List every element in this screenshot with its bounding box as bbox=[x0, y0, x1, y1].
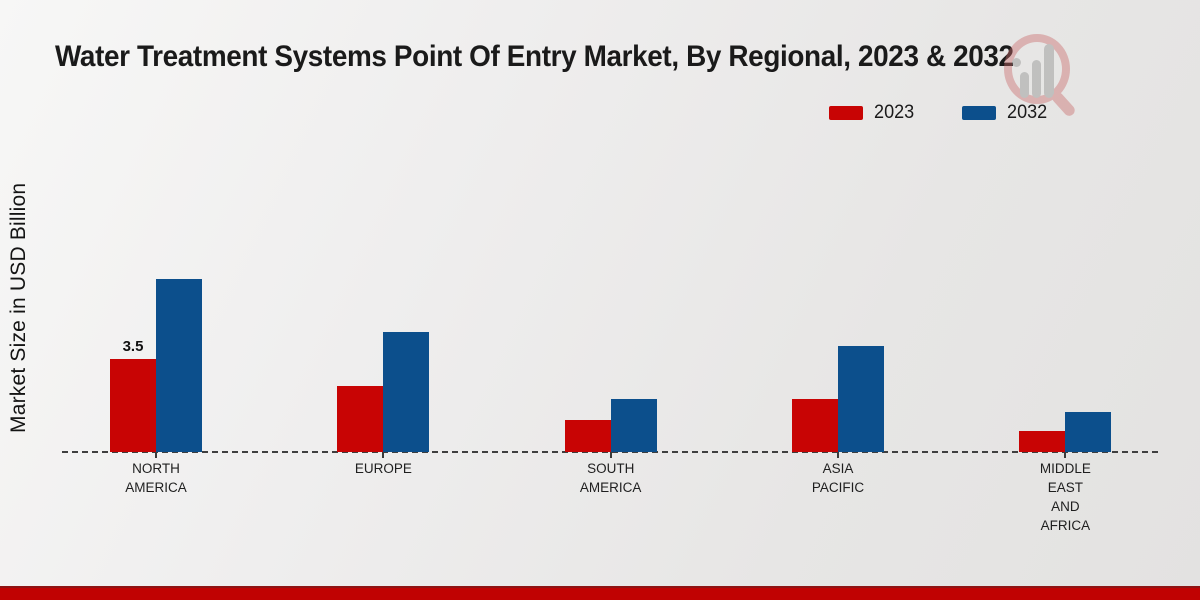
legend-label-2032: 2032 bbox=[1006, 102, 1047, 123]
bar-2023-north-america bbox=[110, 358, 156, 452]
legend-label-2023: 2023 bbox=[874, 102, 915, 123]
axis-tick bbox=[1064, 452, 1067, 458]
category-label-asia-pacific: ASIA PACIFIC bbox=[811, 461, 865, 495]
bar-2032-asia-pacific bbox=[838, 345, 885, 452]
bar-2032-europe bbox=[383, 332, 430, 452]
bar-2032-north-america bbox=[156, 279, 202, 452]
logo-bar-icon bbox=[1020, 72, 1029, 98]
axis-tick bbox=[382, 452, 385, 458]
logo-bar-icon bbox=[1032, 60, 1041, 98]
logo-bar-icon bbox=[1044, 44, 1054, 98]
category-label-north-america: NORTH AMERICA bbox=[125, 461, 187, 495]
magnifier-circle-icon bbox=[1004, 34, 1070, 104]
category-label-europe: EUROPE bbox=[354, 461, 412, 476]
category-label-middle-east-and-africa: MIDDLE EAST AND AFRICA bbox=[1039, 461, 1091, 533]
legend-item-2023: 2023 bbox=[829, 102, 915, 124]
bar-2032-south-america bbox=[610, 398, 657, 452]
chart-title: Water Treatment Systems Point Of Entry M… bbox=[55, 40, 1014, 73]
watermark-logo bbox=[1000, 28, 1095, 128]
axis-tick bbox=[609, 452, 612, 458]
legend-swatch-2023 bbox=[829, 106, 864, 120]
bottom-accent-band bbox=[0, 586, 1200, 600]
axis-tick bbox=[837, 452, 840, 458]
legend-swatch-2032 bbox=[961, 106, 996, 120]
value-label-2023-north-america: 3.5 bbox=[122, 337, 144, 355]
bar-2023-south-america bbox=[564, 420, 611, 452]
category-label-south-america: SOUTH AMERICA bbox=[579, 461, 642, 495]
legend-item-2032: 2032 bbox=[961, 102, 1048, 124]
bar-2023-middle-east-and-africa bbox=[1019, 430, 1066, 452]
bar-2023-europe bbox=[337, 385, 384, 452]
bar-2032-middle-east-and-africa bbox=[1065, 412, 1112, 452]
bar-2023-asia-pacific bbox=[792, 398, 839, 452]
logo-dot-icon bbox=[1012, 58, 1021, 67]
legend: 2023 2032 bbox=[829, 102, 1048, 124]
axis-tick bbox=[155, 452, 157, 458]
